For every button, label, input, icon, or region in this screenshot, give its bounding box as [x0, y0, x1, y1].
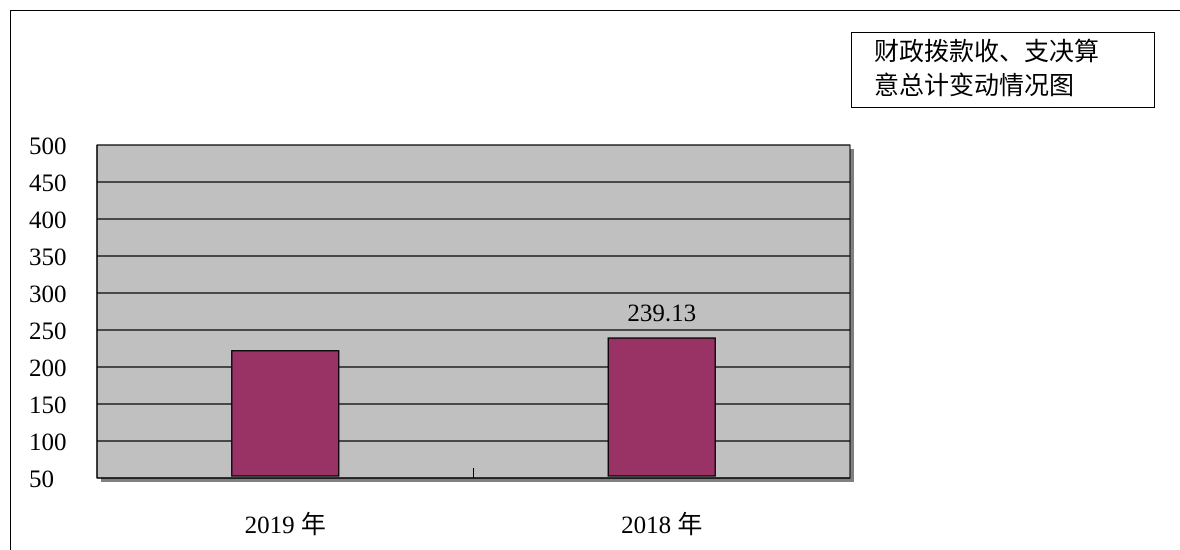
- bar: [231, 350, 340, 477]
- y-tick-label: 100: [29, 429, 67, 456]
- data-labels: 239.13: [627, 300, 696, 327]
- chart-title-box: 财政拨款收、支决算 意总计变动情况图: [851, 32, 1155, 108]
- x-category-label: 2018 年: [621, 511, 702, 539]
- axes: [96, 145, 850, 479]
- gridlines: [97, 144, 850, 442]
- x-category-label: 2019 年: [245, 511, 326, 539]
- y-tick-label: 200: [29, 355, 67, 382]
- y-tick-label: 500: [29, 133, 67, 160]
- y-tick-label: 400: [29, 207, 67, 234]
- y-tick-label: 250: [29, 318, 67, 345]
- y-axis-ticks: 50 100 150 200 250 300 350 400 450 500: [29, 133, 67, 493]
- y-tick-label: 450: [29, 170, 67, 197]
- y-tick-label: 150: [29, 392, 67, 419]
- plot-area: [96, 144, 851, 479]
- x-axis-categories: 2019 年 2018 年: [245, 511, 703, 539]
- bar: [607, 337, 716, 477]
- bars: [231, 337, 716, 477]
- chart-title-line-2: 意总计变动情况图: [874, 71, 1075, 100]
- data-label: 239.13: [627, 300, 696, 327]
- y-tick-label: 50: [29, 466, 54, 493]
- y-tick-label: 300: [29, 281, 67, 308]
- y-tick-label: 350: [29, 244, 67, 271]
- chart-frame: [10, 10, 1180, 550]
- chart-title-line-1: 财政拨款收、支决算: [874, 37, 1100, 66]
